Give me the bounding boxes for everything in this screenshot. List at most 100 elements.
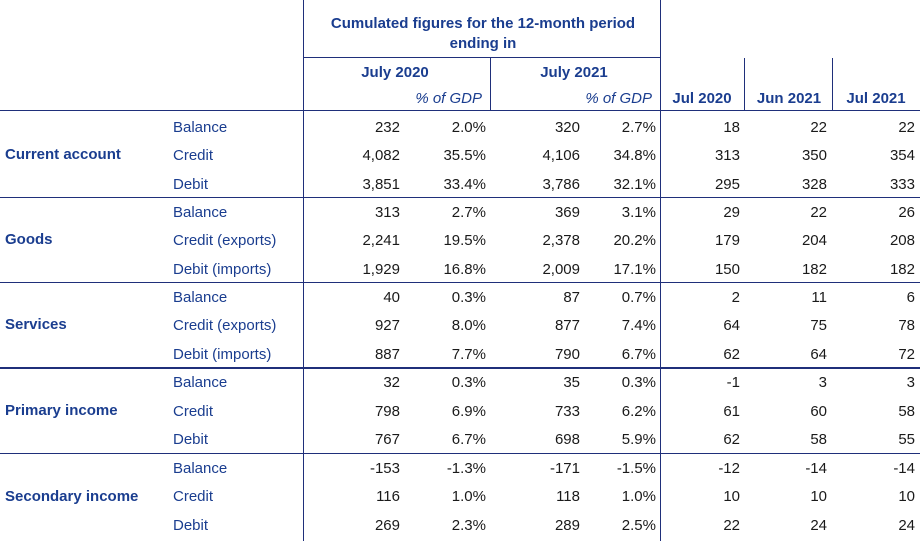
month-jul-2020: Jul 2020	[672, 90, 732, 107]
section-goods: Goods	[5, 231, 53, 248]
cell-value: 182	[801, 261, 827, 278]
divider	[660, 0, 661, 541]
month-jul-2021: Jul 2021	[846, 90, 906, 107]
cell-value: -14	[893, 460, 915, 477]
cell-value: 2.5%	[621, 517, 656, 534]
cell-value: 3,851	[362, 176, 400, 193]
cell-value: 18	[723, 119, 740, 136]
cell-value: 179	[714, 232, 740, 249]
cell-value: 1.0%	[621, 488, 656, 505]
cell-value: 2.7%	[621, 119, 656, 136]
cell-value: 150	[714, 261, 740, 278]
divider	[490, 58, 491, 110]
cell-value: 34.8%	[613, 147, 656, 164]
cell-value: 877	[554, 317, 580, 334]
group-title: Cumulated figures for the 12-month perio…	[330, 15, 636, 52]
cell-value: 2,378	[542, 232, 580, 249]
cell-value: -12	[718, 460, 740, 477]
period-label-july-2021: July 2021	[540, 64, 608, 81]
cell-value: 7.4%	[621, 317, 656, 334]
cell-value: 6.7%	[621, 346, 656, 363]
cell-value: 32.1%	[613, 176, 656, 193]
cell-value: -153	[369, 460, 400, 477]
cell-value: 927	[374, 317, 400, 334]
cell-value: 733	[554, 403, 580, 420]
cell-value: 60	[810, 403, 827, 420]
cell-value: 767	[374, 431, 400, 448]
cell-value: 58	[898, 403, 915, 420]
cell-value: 16.8%	[443, 261, 486, 278]
cell-value: 208	[889, 232, 915, 249]
row-label: Credit (exports)	[173, 232, 277, 249]
cell-value: 22	[723, 517, 740, 534]
divider	[0, 367, 920, 369]
cell-value: 369	[554, 204, 580, 221]
cell-value: 3.1%	[621, 204, 656, 221]
cell-value: -14	[805, 460, 827, 477]
cell-value: 6.2%	[621, 403, 656, 420]
cell-value: 0.7%	[621, 289, 656, 306]
divider	[0, 197, 920, 198]
cell-value: 10	[898, 488, 915, 505]
cell-value: 2,009	[542, 261, 580, 278]
cell-value: 2.3%	[451, 517, 486, 534]
cell-value: -1.3%	[446, 460, 486, 477]
cell-value: 350	[801, 147, 827, 164]
cell-value: 4,082	[362, 147, 400, 164]
divider	[0, 110, 920, 111]
row-label: Credit	[173, 488, 214, 505]
cell-value: 75	[810, 317, 827, 334]
cell-value: 32	[383, 374, 400, 391]
cell-value: 61	[723, 403, 740, 420]
cell-value: 333	[889, 176, 915, 193]
cell-value: 33.4%	[443, 176, 486, 193]
row-label: Credit (exports)	[173, 317, 277, 334]
row-label: Balance	[173, 289, 228, 306]
cell-value: 2,241	[362, 232, 400, 249]
cell-value: 269	[374, 517, 400, 534]
row-label: Credit	[173, 403, 214, 420]
cell-value: 313	[374, 204, 400, 221]
cell-value: -1	[726, 374, 740, 391]
cell-value: 116	[376, 488, 400, 505]
section-services: Services	[5, 316, 67, 333]
row-label: Balance	[173, 204, 228, 221]
cell-value: 24	[810, 517, 827, 534]
cell-value: 22	[898, 119, 915, 136]
month-jun-2021: Jun 2021	[756, 90, 822, 107]
row-label: Debit (imports)	[173, 261, 272, 278]
cell-value: 40	[383, 289, 400, 306]
divider	[303, 57, 661, 58]
period-sub-july-2020: % of GDP	[415, 90, 482, 107]
cell-value: 64	[810, 346, 827, 363]
cell-value: 6.7%	[451, 431, 486, 448]
cell-value: 7.7%	[451, 346, 486, 363]
section-secondary-income: Secondary income	[5, 488, 139, 505]
cell-value: 64	[723, 317, 740, 334]
row-label: Debit (imports)	[173, 346, 272, 363]
cell-value: 0.3%	[451, 289, 486, 306]
cell-value: 887	[374, 346, 400, 363]
cell-value: 35	[563, 374, 580, 391]
row-label: Balance	[173, 119, 228, 136]
cell-value: 295	[714, 176, 740, 193]
cell-value: 11	[811, 289, 827, 306]
cell-value: 3	[906, 374, 915, 391]
cell-value: 10	[810, 488, 827, 505]
cell-value: 4,106	[542, 147, 580, 164]
cell-value: 2.0%	[451, 119, 486, 136]
cell-value: 29	[723, 204, 740, 221]
cell-value: 698	[554, 431, 580, 448]
cell-value: 8.0%	[451, 317, 486, 334]
divider	[0, 282, 920, 283]
cell-value: 19.5%	[443, 232, 486, 249]
cell-value: 313	[714, 147, 740, 164]
cell-value: 289	[554, 517, 580, 534]
cell-value: 6.9%	[451, 403, 486, 420]
cell-value: 62	[723, 346, 740, 363]
cell-value: 0.3%	[451, 374, 486, 391]
row-label: Debit	[173, 431, 209, 448]
divider	[832, 58, 833, 110]
row-label: Balance	[173, 460, 228, 477]
cell-value: 798	[374, 403, 400, 420]
